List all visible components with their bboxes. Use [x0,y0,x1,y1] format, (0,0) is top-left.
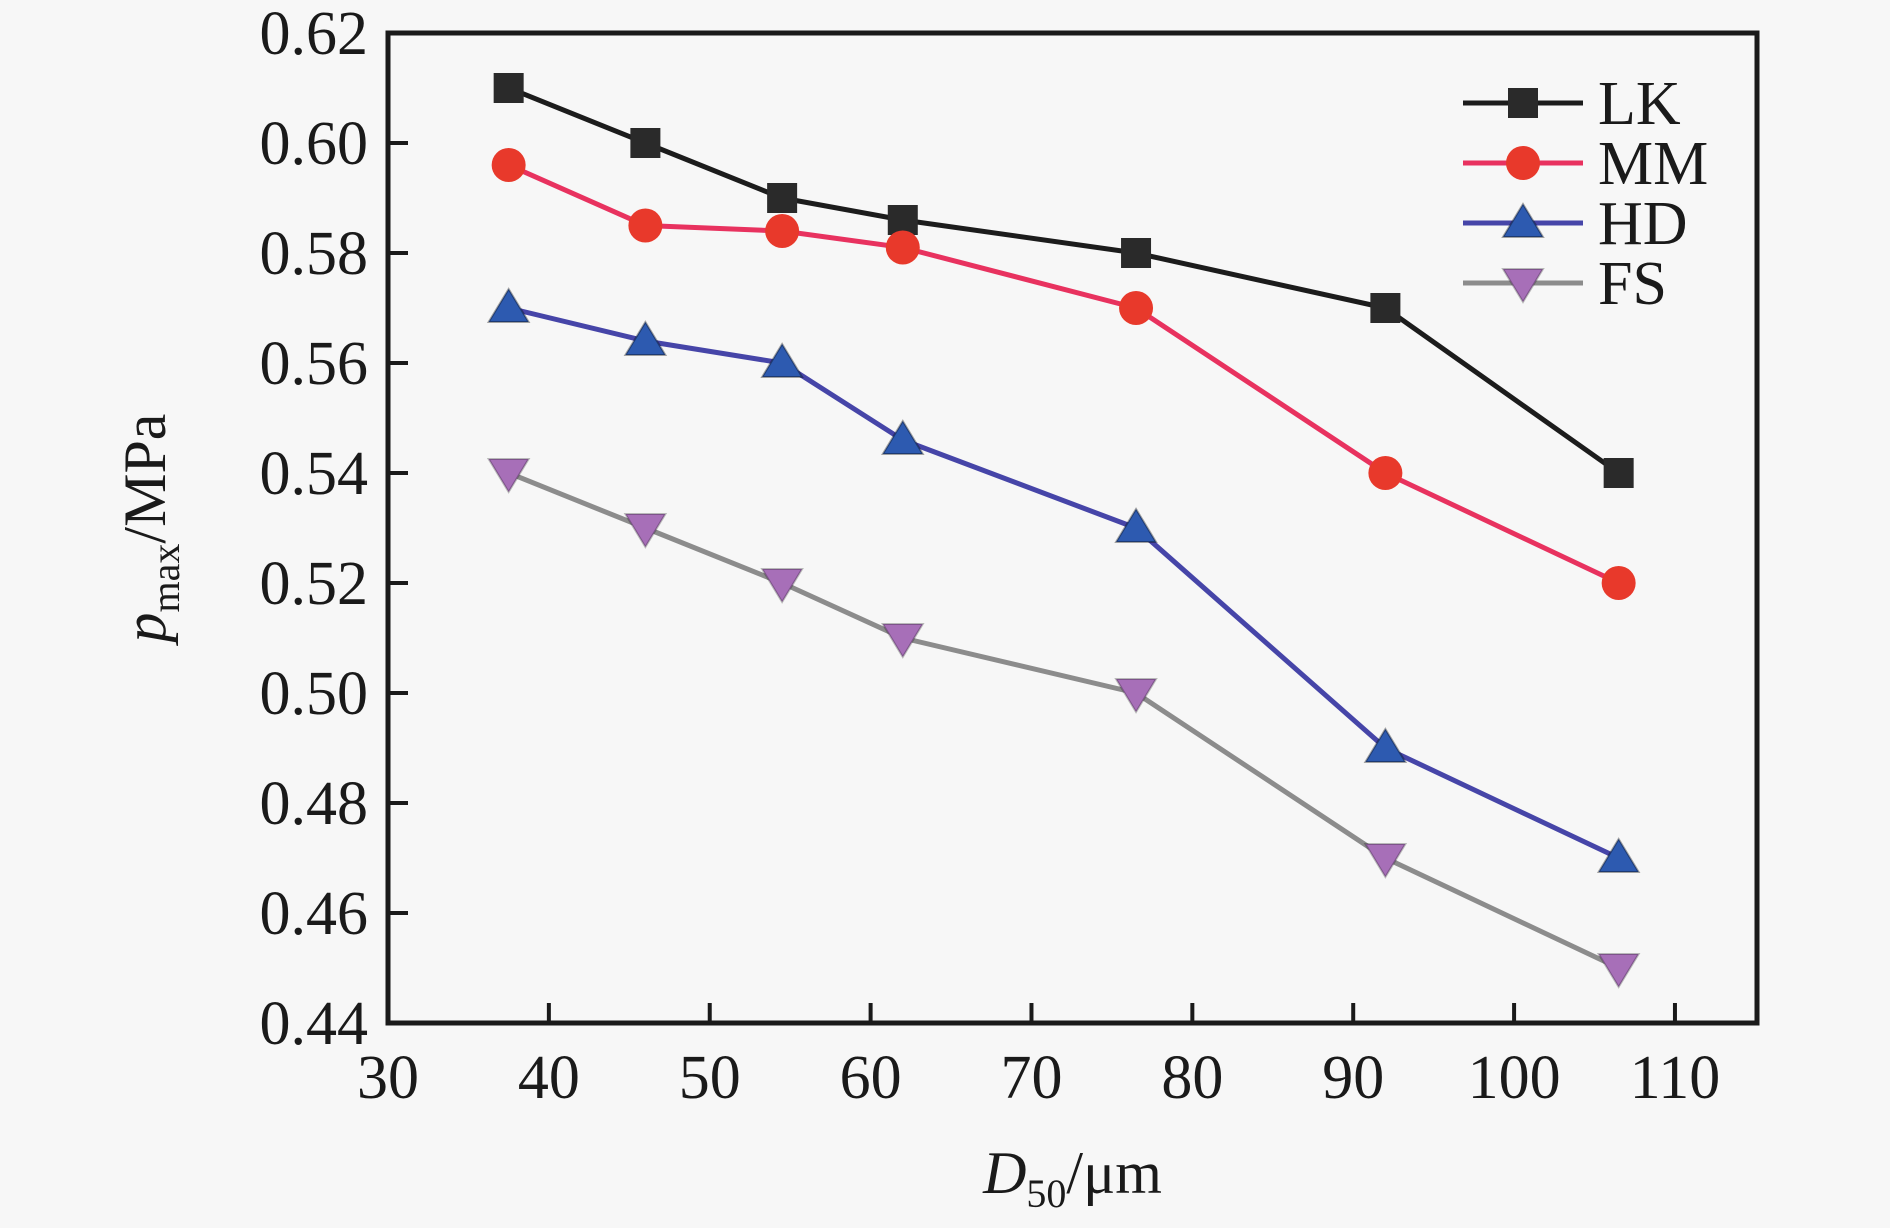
series-LK-marker [1370,293,1401,323]
series-LK-marker [1603,458,1634,488]
series-FS-marker [1114,678,1158,714]
x-axis-label: D50/μm [982,1140,1162,1216]
legend-LK-marker [1508,88,1538,118]
series-FS-marker [623,513,668,549]
y-tick-label: 0.46 [260,880,369,948]
series-HD-marker [1114,507,1158,543]
y-tick-label: 0.62 [260,0,369,68]
series-HD-marker [623,320,668,356]
y-tick-label: 0.58 [260,220,369,288]
series-MM-marker [1119,291,1154,325]
series-LK-marker [1121,238,1152,268]
x-tick-label: 60 [840,1044,902,1112]
y-axis-label: pmax/MPa [112,414,188,647]
series-MM-marker [491,148,526,182]
x-tick-label: 40 [518,1044,580,1112]
series-LK-marker [767,183,798,213]
plot-frame [385,30,1760,1026]
y-tick-label: 0.52 [260,550,369,618]
x-tick-label: 100 [1468,1044,1561,1112]
y-tick-label: 0.48 [260,770,369,838]
series-MM-marker [1601,566,1636,600]
series-HD-marker [881,419,925,455]
series-MM-marker [628,208,663,243]
legend-HD-marker [1501,202,1545,238]
series-MM-marker [1368,456,1403,490]
x-tick-label: 110 [1630,1044,1721,1112]
legend-MM-marker [1506,146,1540,180]
series-HD-marker [486,287,531,323]
series-HD-marker [1596,837,1641,873]
y-tick-label: 0.50 [260,660,369,728]
legend-LK-label: LK [1598,70,1681,138]
series-FS-marker [760,568,804,604]
x-tick-label: 50 [679,1044,741,1112]
series-LK-marker [493,73,524,103]
x-tick-label: 80 [1161,1044,1223,1112]
x-tick-label: 70 [1000,1044,1062,1112]
series-MM-marker [885,230,920,265]
series-FS-marker [1363,843,1408,879]
series-FS-marker [881,623,925,659]
series-FS-marker [1596,953,1641,989]
y-tick-label: 0.60 [260,110,369,178]
series-FS-marker [486,458,531,494]
y-tick-label: 0.44 [260,990,369,1058]
y-tick-label: 0.54 [260,440,369,508]
series-LK-marker [887,205,918,235]
legend-HD-label: HD [1598,190,1688,258]
y-tick-label: 0.56 [260,330,369,398]
series-LK-marker [630,128,661,158]
legend-MM-label: MM [1598,130,1708,198]
x-tick-label: 30 [357,1044,419,1112]
series-MM-marker [765,214,800,248]
series-HD-marker [1363,727,1408,763]
series-HD-marker [760,342,804,378]
legend-FS-marker [1501,268,1545,304]
legend-FS-label: FS [1598,250,1667,318]
x-tick-label: 90 [1322,1044,1384,1112]
